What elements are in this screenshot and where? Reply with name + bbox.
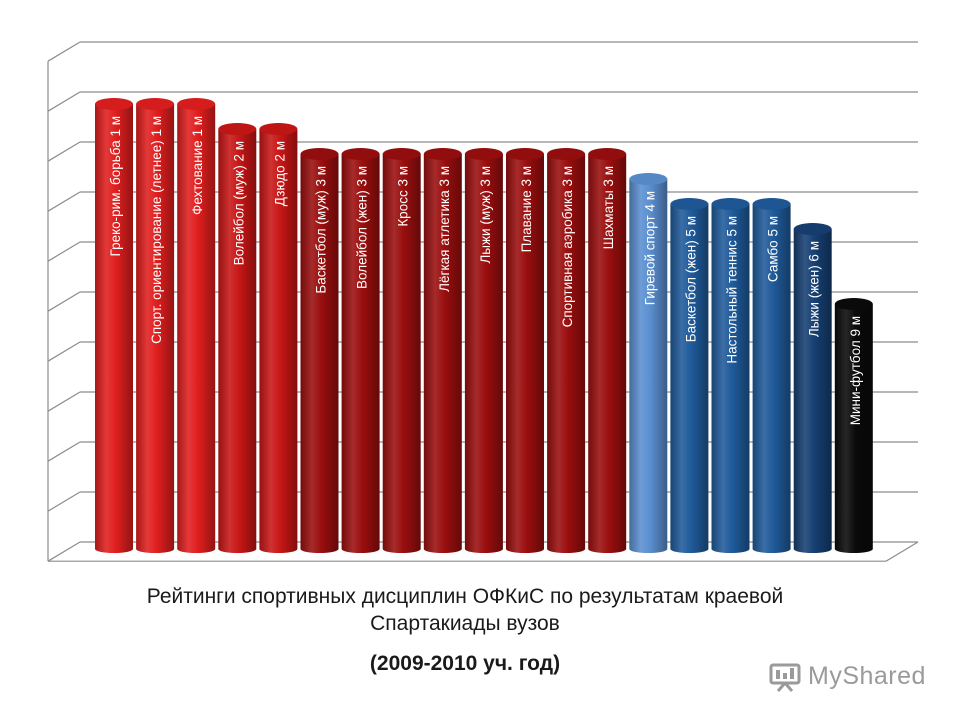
bar: Спортивная аэробика 3 м bbox=[547, 148, 586, 553]
bar-top bbox=[670, 198, 709, 210]
bar-top bbox=[506, 148, 544, 160]
bar-body bbox=[752, 204, 791, 553]
bar-label: Шахматы 3 м bbox=[601, 166, 616, 249]
bar-label: Лыжи (муж) 3 м bbox=[478, 166, 493, 264]
bar-body bbox=[423, 154, 462, 553]
gridline-side bbox=[47, 441, 81, 462]
floor-right bbox=[885, 541, 919, 562]
bar-label: Кросс 3 м bbox=[396, 166, 411, 227]
bar-body bbox=[136, 104, 175, 553]
bar-body bbox=[670, 204, 709, 553]
gridline-side bbox=[47, 291, 81, 312]
bar-label: Греко-рим. борьба 1 м bbox=[108, 116, 123, 256]
gridline-side bbox=[47, 141, 81, 162]
gridline-side bbox=[47, 391, 81, 412]
gridline-side bbox=[47, 491, 81, 512]
chart-bars: Греко-рим. борьба 1 м Спорт. ориентирован… bbox=[95, 98, 873, 553]
bar: Самбо 5 м bbox=[752, 198, 791, 553]
bar: Дзюдо 2 м bbox=[259, 123, 298, 553]
bar-label: Фехтование 1 м bbox=[190, 116, 205, 215]
bar-label: Спортивная аэробика 3 м bbox=[560, 166, 575, 327]
bar-top bbox=[259, 123, 298, 135]
bar: Фехтование 1 м bbox=[177, 98, 216, 553]
bar: Волейбол (жен) 3 м bbox=[341, 148, 380, 553]
bar-top bbox=[95, 98, 133, 110]
bar: Греко-рим. борьба 1 м bbox=[95, 98, 133, 553]
bar-label: Мини-футбол 9 м bbox=[848, 316, 863, 425]
bar-body bbox=[95, 104, 133, 553]
bar: Гиревой спорт 4 м bbox=[629, 173, 668, 553]
bar-top bbox=[423, 148, 462, 160]
gridline-side bbox=[47, 41, 81, 62]
bar-top bbox=[547, 148, 586, 160]
gridline-side bbox=[47, 341, 81, 362]
bar-top bbox=[341, 148, 380, 160]
bar-label: Гиревой спорт 4 м bbox=[642, 191, 657, 305]
caption-line-3: (2009-2010 уч. год) bbox=[369, 652, 561, 675]
bar-top bbox=[136, 98, 175, 110]
bar-body bbox=[547, 154, 586, 553]
bar: Лёгкая атлетика 3 м bbox=[423, 148, 462, 553]
bar-body bbox=[341, 154, 380, 553]
bar-top bbox=[793, 223, 832, 235]
bar-top bbox=[464, 148, 503, 160]
bar-body bbox=[506, 154, 544, 553]
bar-top bbox=[752, 198, 791, 210]
bar-body bbox=[588, 154, 627, 553]
bar-top bbox=[629, 173, 668, 185]
bar-label: Баскетбол (жен) 5 м bbox=[683, 216, 698, 342]
watermark: MyShared bbox=[768, 656, 938, 696]
bar-label: Волейбол (жен) 3 м bbox=[355, 166, 370, 289]
caption-line-1: Рейтинги спортивных дисциплин ОФКиС по р… bbox=[146, 585, 784, 608]
bar-body bbox=[177, 104, 216, 553]
watermark-text: MyShared bbox=[808, 661, 926, 690]
bar-label: Лёгкая атлетика 3 м bbox=[437, 166, 452, 292]
gridline-side bbox=[47, 91, 81, 112]
bar-label: Спорт. ориентирование (летнее) 1 м bbox=[149, 116, 164, 344]
bar-label: Волейбол (муж) 2 м bbox=[231, 141, 246, 265]
bar-body bbox=[793, 229, 832, 553]
bar: Баскетбол (жен) 5 м bbox=[670, 198, 709, 553]
bar: Кросс 3 м bbox=[382, 148, 421, 553]
bar: Настольный теннис 5 м bbox=[711, 198, 750, 553]
bar-label: Самбо 5 м bbox=[766, 216, 781, 282]
bar-top bbox=[711, 198, 750, 210]
bar: Шахматы 3 м bbox=[588, 148, 627, 553]
gridline-side bbox=[47, 241, 81, 262]
bar-body bbox=[629, 179, 668, 553]
bar-body bbox=[218, 129, 257, 553]
bar-top bbox=[177, 98, 216, 110]
bar-body bbox=[711, 204, 750, 553]
bar-body bbox=[834, 304, 873, 553]
bar: Спорт. ориентирование (летнее) 1 м bbox=[136, 98, 175, 553]
bar: Лыжи (муж) 3 м bbox=[464, 148, 503, 553]
presentation-board-icon bbox=[769, 663, 801, 692]
gridline-side bbox=[47, 541, 81, 562]
bar-label: Дзюдо 2 м bbox=[272, 141, 287, 206]
bar-top bbox=[588, 148, 627, 160]
bar-label: Плавание 3 м bbox=[519, 166, 534, 252]
bar-body bbox=[382, 154, 421, 553]
bar-label: Настольный теннис 5 м bbox=[725, 216, 740, 364]
bar-body bbox=[300, 154, 339, 553]
bar-label: Лыжи (жен) 6 м bbox=[807, 241, 822, 337]
bar: Мини-футбол 9 м bbox=[834, 298, 873, 553]
bar-chart: Греко-рим. борьба 1 м Спорт. ориентирован… bbox=[47, 41, 919, 562]
bar: Баскетбол (муж) 3 м bbox=[300, 148, 339, 553]
bar: Волейбол (муж) 2 м bbox=[218, 123, 257, 553]
bar: Плавание 3 м bbox=[506, 148, 544, 553]
bar-body bbox=[259, 129, 298, 553]
bar-top bbox=[382, 148, 421, 160]
caption-line-2: Спартакиады вузов bbox=[370, 612, 560, 635]
bar-body bbox=[464, 154, 503, 553]
bar-top bbox=[834, 298, 873, 310]
bar-label: Баскетбол (муж) 3 м bbox=[314, 166, 329, 294]
bar-top bbox=[218, 123, 257, 135]
bar-top bbox=[300, 148, 339, 160]
gridline-side bbox=[47, 191, 81, 212]
bar: Лыжи (жен) 6 м bbox=[793, 223, 832, 553]
